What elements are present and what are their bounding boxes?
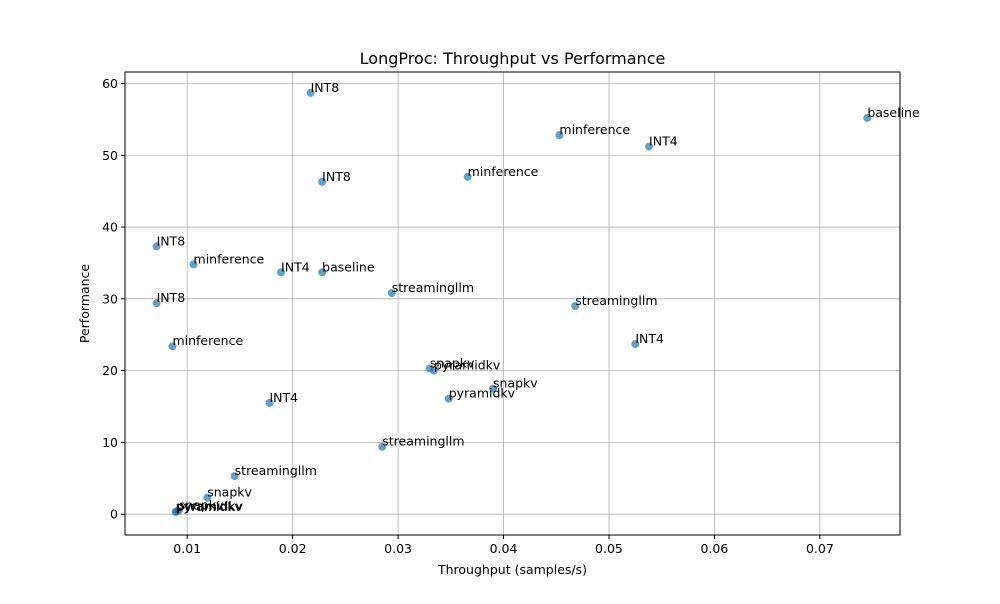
point-label: pyramidkv: [176, 499, 243, 514]
x-tick-label: 0.01: [173, 541, 201, 556]
point-label: streamingllm: [235, 463, 317, 478]
data-point: [387, 289, 396, 298]
x-tick-label: 0.02: [279, 541, 307, 556]
data-point: [152, 299, 161, 308]
point-label: streamingllm: [392, 280, 474, 295]
chart-title: LongProc: Throughput vs Performance: [360, 49, 666, 68]
y-tick-label: 0: [110, 507, 118, 522]
data-point: [645, 142, 654, 151]
y-tick-label: 20: [102, 363, 118, 378]
point-label: INT8: [157, 290, 186, 305]
point-label: pyramidkv: [177, 498, 244, 513]
data-point: [429, 366, 438, 375]
point-label: streamingllm: [575, 293, 657, 308]
point-label: minference: [194, 251, 265, 266]
data-point: [863, 113, 872, 122]
point-label: INT8: [311, 80, 340, 95]
point-labels-layer: baseline INT8 minference INT4 INT8 minference…: [157, 80, 920, 514]
point-label: snapkv: [430, 355, 475, 370]
point-label: snapkv: [207, 485, 252, 500]
y-tick-label: 60: [102, 76, 118, 91]
data-point: [230, 472, 239, 481]
point-label: minference: [559, 122, 630, 137]
point-label: baseline: [322, 259, 375, 274]
data-point: [306, 88, 315, 97]
data-point: [318, 177, 327, 186]
data-point: [277, 268, 286, 277]
data-point: [631, 340, 640, 349]
point-label: minference: [468, 164, 539, 179]
point-label: INT8: [157, 233, 186, 248]
data-point: [444, 394, 453, 403]
point-label: minference: [172, 333, 243, 348]
point-label: snapkv: [179, 498, 224, 513]
point-label: INT4: [269, 390, 298, 405]
point-label: pyramidkv: [449, 386, 516, 401]
y-tick-label: 50: [102, 148, 118, 163]
data-point: [555, 131, 564, 140]
point-label: INT4: [649, 134, 678, 149]
data-point: [378, 442, 387, 451]
point-label: INT8: [322, 169, 351, 184]
points-layer: [152, 88, 872, 517]
y-tick-label: 30: [102, 291, 118, 306]
point-label: snapkv: [493, 376, 538, 391]
y-tick-label: 40: [102, 220, 118, 235]
point-label: baseline: [867, 105, 920, 120]
data-point: [318, 268, 327, 277]
x-tick-label: 0.05: [595, 541, 623, 556]
data-point: [152, 242, 161, 251]
y-axis-label: Performance: [77, 264, 92, 344]
data-point: [203, 493, 212, 502]
x-tick-label: 0.07: [806, 541, 834, 556]
data-point: [463, 172, 472, 181]
grid-layer: [125, 72, 900, 535]
ticks-layer: 0.01 0.02 0.03 0.04 0.05 0.06 0.07 0 10 20 30 40 50 6…: [102, 76, 834, 556]
x-tick-label: 0.03: [384, 541, 412, 556]
y-tick-label: 10: [102, 435, 118, 450]
point-label: streamingllm: [382, 434, 464, 449]
point-label: INT4: [635, 331, 664, 346]
data-point: [488, 384, 497, 393]
data-point: [265, 398, 274, 407]
x-axis-label: Throughput (samples/s): [437, 562, 587, 577]
data-point: [171, 508, 180, 517]
point-label: INT4: [281, 259, 310, 274]
x-tick-label: 0.06: [700, 541, 728, 556]
data-point: [189, 260, 198, 269]
x-tick-label: 0.04: [490, 541, 518, 556]
point-label: pyramidkv: [434, 358, 501, 373]
data-point: [571, 302, 580, 311]
plot-frame: [124, 71, 901, 536]
data-point: [168, 342, 177, 351]
